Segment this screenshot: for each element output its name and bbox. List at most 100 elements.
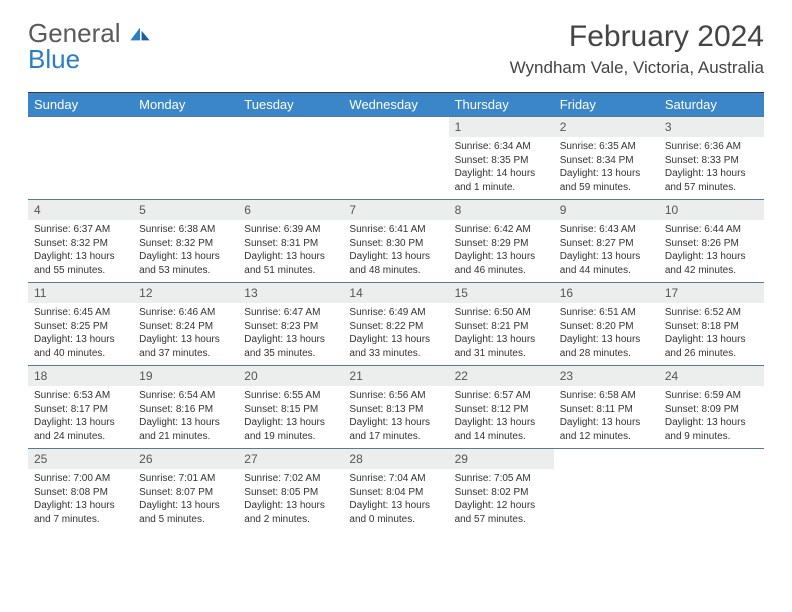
day-number: 20 [238,366,343,386]
day-ss: Sunset: 8:22 PM [349,320,442,334]
day-details: Sunrise: 6:53 AMSunset: 8:17 PMDaylight:… [28,386,133,448]
day-dl2: and 31 minutes. [455,347,548,361]
day-details: Sunrise: 6:59 AMSunset: 8:09 PMDaylight:… [659,386,764,448]
day-sr: Sunrise: 6:34 AM [455,140,548,154]
day-details: Sunrise: 7:00 AMSunset: 8:08 PMDaylight:… [28,469,133,531]
day-dl2: and 57 minutes. [665,181,758,195]
day-ss: Sunset: 8:31 PM [244,237,337,251]
day-details: Sunrise: 6:43 AMSunset: 8:27 PMDaylight:… [554,220,659,282]
day-dl2: and 33 minutes. [349,347,442,361]
day-dl2: and 28 minutes. [560,347,653,361]
day-details: Sunrise: 6:55 AMSunset: 8:15 PMDaylight:… [238,386,343,448]
day-dl1: Daylight: 13 hours [560,416,653,430]
day-ss: Sunset: 8:32 PM [34,237,127,251]
day-dl1: Daylight: 13 hours [560,167,653,181]
day-dl1: Daylight: 12 hours [455,499,548,513]
day-cell: 29Sunrise: 7:05 AMSunset: 8:02 PMDayligh… [449,449,554,531]
day-ss: Sunset: 8:16 PM [139,403,232,417]
day-ss: Sunset: 8:23 PM [244,320,337,334]
day-sr: Sunrise: 6:43 AM [560,223,653,237]
day-dl2: and 53 minutes. [139,264,232,278]
day-dl1: Daylight: 13 hours [349,499,442,513]
calendar: SundayMondayTuesdayWednesdayThursdayFrid… [28,92,764,531]
dow-wednesday: Wednesday [343,93,448,116]
day-cell: 2Sunrise: 6:35 AMSunset: 8:34 PMDaylight… [554,117,659,199]
day-details: Sunrise: 6:58 AMSunset: 8:11 PMDaylight:… [554,386,659,448]
day-cell: 9Sunrise: 6:43 AMSunset: 8:27 PMDaylight… [554,200,659,282]
dow-saturday: Saturday [659,93,764,116]
day-dl1: Daylight: 13 hours [139,250,232,264]
day-number: 1 [449,117,554,137]
day-dl2: and 21 minutes. [139,430,232,444]
day-dl2: and 55 minutes. [34,264,127,278]
day-ss: Sunset: 8:09 PM [665,403,758,417]
day-details: Sunrise: 6:39 AMSunset: 8:31 PMDaylight:… [238,220,343,282]
day-number: 5 [133,200,238,220]
day-sr: Sunrise: 6:44 AM [665,223,758,237]
day-sr: Sunrise: 6:47 AM [244,306,337,320]
week-row: 1Sunrise: 6:34 AMSunset: 8:35 PMDaylight… [28,116,764,199]
day-number: 10 [659,200,764,220]
day-cell: 15Sunrise: 6:50 AMSunset: 8:21 PMDayligh… [449,283,554,365]
day-cell: 18Sunrise: 6:53 AMSunset: 8:17 PMDayligh… [28,366,133,448]
day-number: 14 [343,283,448,303]
day-number: 13 [238,283,343,303]
day-number: 8 [449,200,554,220]
day-cell: 8Sunrise: 6:42 AMSunset: 8:29 PMDaylight… [449,200,554,282]
day-sr: Sunrise: 6:41 AM [349,223,442,237]
day-cell [659,449,764,531]
day-sr: Sunrise: 7:05 AM [455,472,548,486]
day-sr: Sunrise: 7:00 AM [34,472,127,486]
day-sr: Sunrise: 6:52 AM [665,306,758,320]
day-details: Sunrise: 7:01 AMSunset: 8:07 PMDaylight:… [133,469,238,531]
day-number: 25 [28,449,133,469]
day-ss: Sunset: 8:05 PM [244,486,337,500]
day-dl2: and 44 minutes. [560,264,653,278]
day-dl1: Daylight: 13 hours [665,333,758,347]
day-dl1: Daylight: 13 hours [34,499,127,513]
day-cell: 24Sunrise: 6:59 AMSunset: 8:09 PMDayligh… [659,366,764,448]
day-details: Sunrise: 6:41 AMSunset: 8:30 PMDaylight:… [343,220,448,282]
day-details: Sunrise: 6:56 AMSunset: 8:13 PMDaylight:… [343,386,448,448]
day-cell: 26Sunrise: 7:01 AMSunset: 8:07 PMDayligh… [133,449,238,531]
day-ss: Sunset: 8:11 PM [560,403,653,417]
week-row: 4Sunrise: 6:37 AMSunset: 8:32 PMDaylight… [28,199,764,282]
day-dl2: and 2 minutes. [244,513,337,527]
day-cell: 27Sunrise: 7:02 AMSunset: 8:05 PMDayligh… [238,449,343,531]
day-number: 4 [28,200,133,220]
day-cell: 28Sunrise: 7:04 AMSunset: 8:04 PMDayligh… [343,449,448,531]
day-dl2: and 37 minutes. [139,347,232,361]
day-sr: Sunrise: 6:46 AM [139,306,232,320]
day-dl1: Daylight: 13 hours [665,416,758,430]
day-dl1: Daylight: 13 hours [244,416,337,430]
day-sr: Sunrise: 6:57 AM [455,389,548,403]
day-sr: Sunrise: 6:53 AM [34,389,127,403]
day-dl1: Daylight: 14 hours [455,167,548,181]
day-details: Sunrise: 6:37 AMSunset: 8:32 PMDaylight:… [28,220,133,282]
day-dl2: and 9 minutes. [665,430,758,444]
day-number: 12 [133,283,238,303]
day-sr: Sunrise: 6:45 AM [34,306,127,320]
day-dl1: Daylight: 13 hours [244,250,337,264]
day-details: Sunrise: 6:45 AMSunset: 8:25 PMDaylight:… [28,303,133,365]
day-ss: Sunset: 8:04 PM [349,486,442,500]
day-sr: Sunrise: 6:50 AM [455,306,548,320]
day-ss: Sunset: 8:32 PM [139,237,232,251]
day-details: Sunrise: 6:51 AMSunset: 8:20 PMDaylight:… [554,303,659,365]
month-title: February 2024 [510,20,764,54]
day-sr: Sunrise: 6:36 AM [665,140,758,154]
day-dl2: and 26 minutes. [665,347,758,361]
day-number: 17 [659,283,764,303]
day-ss: Sunset: 8:27 PM [560,237,653,251]
day-sr: Sunrise: 6:38 AM [139,223,232,237]
day-details: Sunrise: 7:02 AMSunset: 8:05 PMDaylight:… [238,469,343,531]
day-ss: Sunset: 8:30 PM [349,237,442,251]
day-dl2: and 42 minutes. [665,264,758,278]
day-dl2: and 46 minutes. [455,264,548,278]
day-dl2: and 12 minutes. [560,430,653,444]
day-cell: 1Sunrise: 6:34 AMSunset: 8:35 PMDaylight… [449,117,554,199]
day-details: Sunrise: 6:57 AMSunset: 8:12 PMDaylight:… [449,386,554,448]
location: Wyndham Vale, Victoria, Australia [510,58,764,78]
dow-sunday: Sunday [28,93,133,116]
day-details: Sunrise: 6:36 AMSunset: 8:33 PMDaylight:… [659,137,764,199]
